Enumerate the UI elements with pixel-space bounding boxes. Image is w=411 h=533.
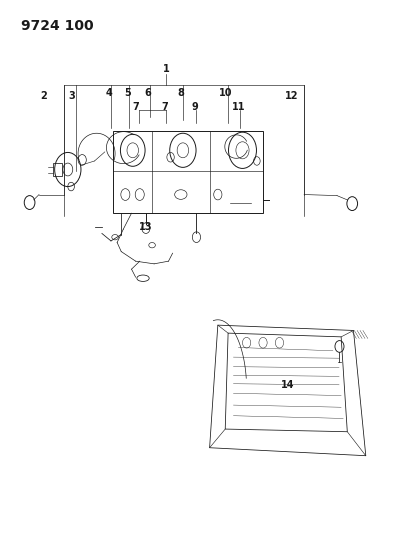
Text: 6: 6 (145, 88, 151, 98)
Text: 14: 14 (281, 380, 294, 390)
Text: 12: 12 (285, 91, 298, 101)
Text: 13: 13 (139, 222, 152, 231)
Text: 11: 11 (232, 102, 245, 111)
Text: 9724 100: 9724 100 (21, 19, 93, 33)
Text: 4: 4 (106, 88, 112, 98)
Text: 5: 5 (124, 88, 131, 98)
Text: 2: 2 (40, 91, 46, 101)
Text: 10: 10 (219, 88, 233, 98)
Bar (113, 131, 263, 213)
Text: 9: 9 (192, 102, 199, 111)
Text: 8: 8 (178, 88, 184, 98)
Bar (53, 163, 62, 176)
Text: 3: 3 (69, 91, 75, 101)
Text: 1: 1 (163, 64, 170, 74)
Text: 7: 7 (161, 102, 168, 111)
Text: 7: 7 (132, 102, 139, 111)
